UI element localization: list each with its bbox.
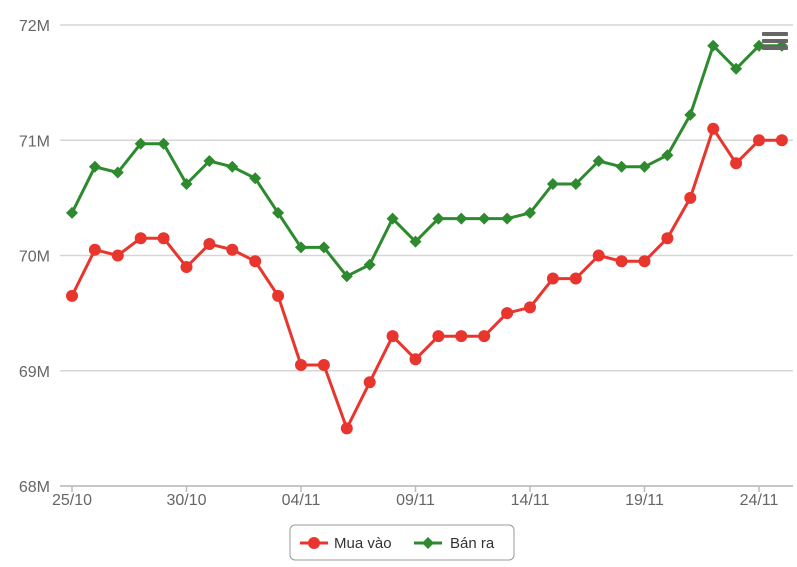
series-ban-ra: [66, 39, 788, 283]
x-tick-label: 24/11: [740, 492, 779, 509]
data-point: [730, 62, 743, 75]
data-point: [707, 39, 720, 52]
legend-box: [289, 524, 515, 561]
data-point: [295, 358, 307, 371]
data-point: [524, 301, 536, 314]
data-point: [409, 235, 422, 248]
data-point: [592, 154, 605, 167]
data-point: [661, 149, 674, 162]
data-point: [592, 249, 605, 262]
y-tick-label: 69M: [19, 364, 50, 381]
y-axis: 68M 69M 70M 71M 72M: [19, 18, 50, 496]
x-tick-label: 09/11: [396, 492, 435, 509]
legend-marker-diamond-icon: [422, 537, 434, 549]
data-point: [157, 232, 170, 245]
data-point: [684, 191, 697, 204]
series-group: [66, 39, 788, 435]
hamburger-menu-icon[interactable]: [762, 32, 788, 50]
data-point: [386, 212, 399, 225]
legend-marker-circle-icon: [308, 537, 320, 549]
data-point: [317, 358, 330, 371]
data-point: [546, 178, 559, 191]
x-axis: 25/10 30/10 04/11 09/11 14/11 19/11 24/11: [52, 485, 793, 509]
data-point: [524, 206, 536, 219]
data-point: [546, 272, 559, 285]
data-point: [455, 330, 468, 343]
data-point: [615, 160, 628, 173]
data-point: [569, 272, 582, 285]
x-tick-label: 14/11: [511, 492, 550, 509]
data-point: [340, 270, 353, 283]
data-point: [455, 212, 468, 225]
legend-label-mua-vao: Mua vào: [334, 535, 392, 552]
legend-item-ban-ra[interactable]: Bán ra: [414, 535, 495, 552]
data-point: [249, 172, 262, 185]
data-point: [88, 160, 101, 173]
data-point: [707, 122, 720, 135]
data-point: [272, 206, 285, 219]
data-point: [180, 261, 193, 274]
data-point: [753, 134, 765, 147]
data-point: [203, 154, 216, 167]
data-point: [569, 178, 582, 191]
x-tick-label: 30/10: [166, 492, 206, 509]
data-point: [226, 243, 239, 256]
y-tick-label: 70M: [19, 249, 50, 266]
data-point: [203, 237, 216, 250]
y-tick-label: 68M: [19, 479, 50, 496]
data-point: [615, 255, 628, 268]
data-point: [684, 108, 697, 121]
data-point: [386, 330, 399, 343]
data-point: [363, 376, 376, 389]
data-point: [272, 289, 285, 302]
data-point: [775, 134, 788, 147]
data-point: [317, 241, 330, 254]
data-point: [111, 166, 124, 179]
data-point: [638, 160, 651, 173]
legend-label-ban-ra: Bán ra: [450, 535, 495, 552]
legend-item-mua-vao[interactable]: Mua vào: [300, 535, 392, 552]
series-mua-vao: [66, 122, 788, 435]
data-point: [501, 212, 514, 225]
x-tick-label: 25/10: [52, 492, 92, 509]
data-point: [340, 422, 353, 435]
data-point: [226, 160, 239, 173]
series-line: [70, 127, 782, 430]
data-point: [661, 232, 674, 245]
y-tick-label: 72M: [19, 18, 50, 35]
data-point: [730, 157, 743, 170]
data-point: [295, 241, 307, 254]
data-point: [501, 307, 514, 320]
data-point: [432, 212, 445, 225]
data-point: [363, 258, 376, 271]
data-point: [638, 255, 651, 268]
data-point: [432, 330, 445, 343]
data-point: [66, 289, 78, 302]
data-point: [157, 137, 170, 150]
x-tick-label: 19/11: [625, 492, 664, 509]
y-tick-label: 71M: [19, 133, 50, 150]
data-point: [88, 243, 101, 256]
x-tick-label: 04/11: [282, 492, 321, 509]
series-line: [70, 44, 782, 278]
data-point: [111, 249, 124, 262]
data-point: [66, 206, 78, 219]
legend: Mua vào Bán ra: [289, 524, 515, 561]
data-point: [134, 137, 147, 150]
data-point: [134, 232, 147, 245]
data-point: [249, 255, 262, 268]
data-point: [478, 330, 491, 343]
data-point: [478, 212, 491, 225]
data-point: [409, 353, 422, 366]
gridlines: [60, 24, 793, 487]
data-point: [180, 178, 193, 191]
